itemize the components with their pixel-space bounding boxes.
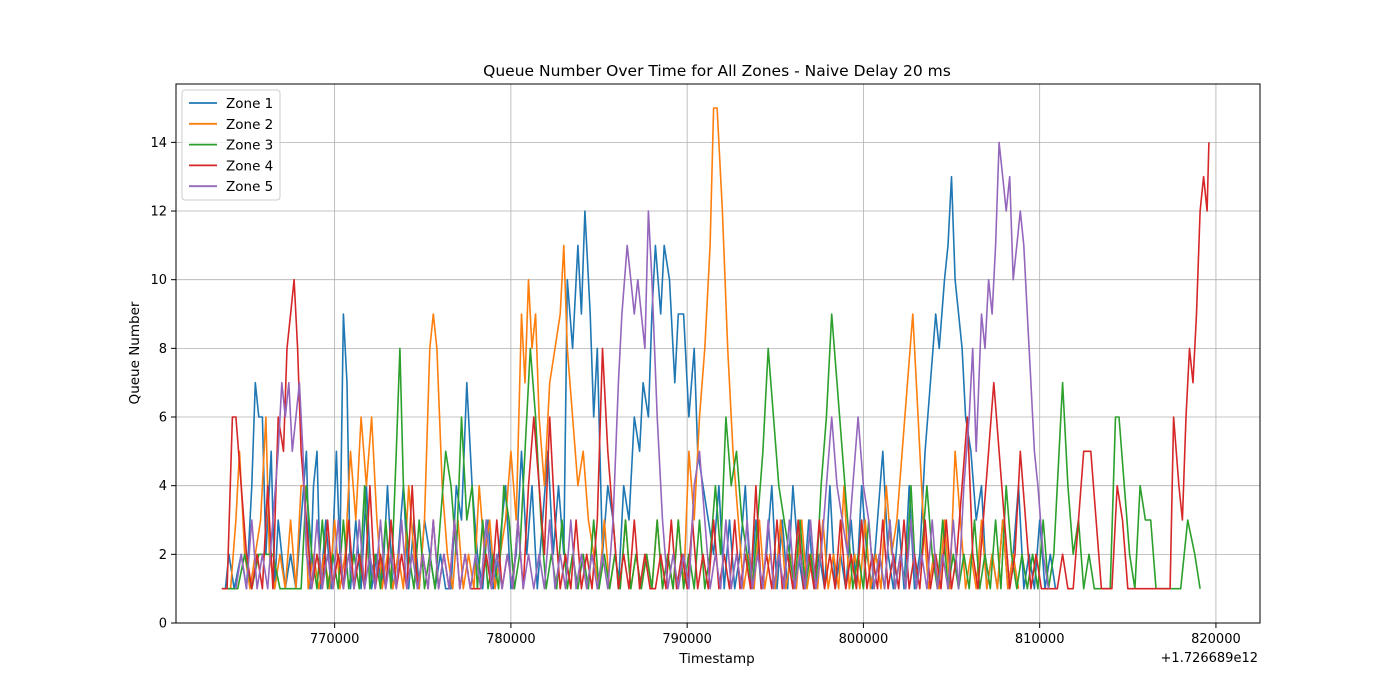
series-lines (221, 107, 1210, 590)
y-tick-label: 6 (159, 411, 167, 426)
x-axis-label: Timestamp (678, 651, 754, 667)
x-tick-label: 770000 (310, 632, 360, 647)
series-line-zone-1 (224, 175, 1057, 590)
y-tick-label: 2 (159, 548, 167, 563)
x-tick-label: 810000 (1015, 632, 1065, 647)
plot-frame (175, 83, 1261, 624)
x-tick-label: 800000 (839, 632, 889, 647)
y-tick-label: 4 (159, 479, 167, 494)
legend-label: Zone 5 (226, 179, 273, 195)
x-tick-label: 780000 (486, 632, 536, 647)
legend: Zone 1 Zone 2 Zone 3 Zone 4 Zone 5 (181, 89, 281, 201)
x-tick-label: 790000 (662, 632, 712, 647)
chart-title: Queue Number Over Time for All Zones - N… (483, 62, 951, 80)
x-axis-offset-label: +1.726689e12 (1161, 651, 1258, 666)
y-tick-label: 8 (159, 342, 167, 357)
y-tick-label: 12 (150, 205, 167, 220)
legend-label: Zone 4 (226, 158, 273, 174)
legend-box (181, 89, 281, 201)
y-tick-label: 14 (150, 136, 167, 151)
y-tick-label: 10 (150, 273, 167, 288)
y-axis-label: Queue Number (127, 301, 143, 404)
legend-label: Zone 3 (226, 138, 273, 154)
series-line-zone-4 (221, 142, 1210, 590)
x-tick-label: 820000 (1191, 632, 1241, 647)
series-line-zone-3 (221, 313, 1201, 590)
legend-label: Zone 2 (226, 117, 273, 133)
legend-label: Zone 1 (226, 96, 273, 112)
y-tick-label: 0 (159, 617, 167, 632)
x-axis: 770000 780000 790000 800000 810000 820000 (310, 623, 1241, 647)
y-axis: 0 2 4 6 8 10 12 14 (150, 136, 176, 632)
series-line-zone-5 (235, 141, 1050, 590)
